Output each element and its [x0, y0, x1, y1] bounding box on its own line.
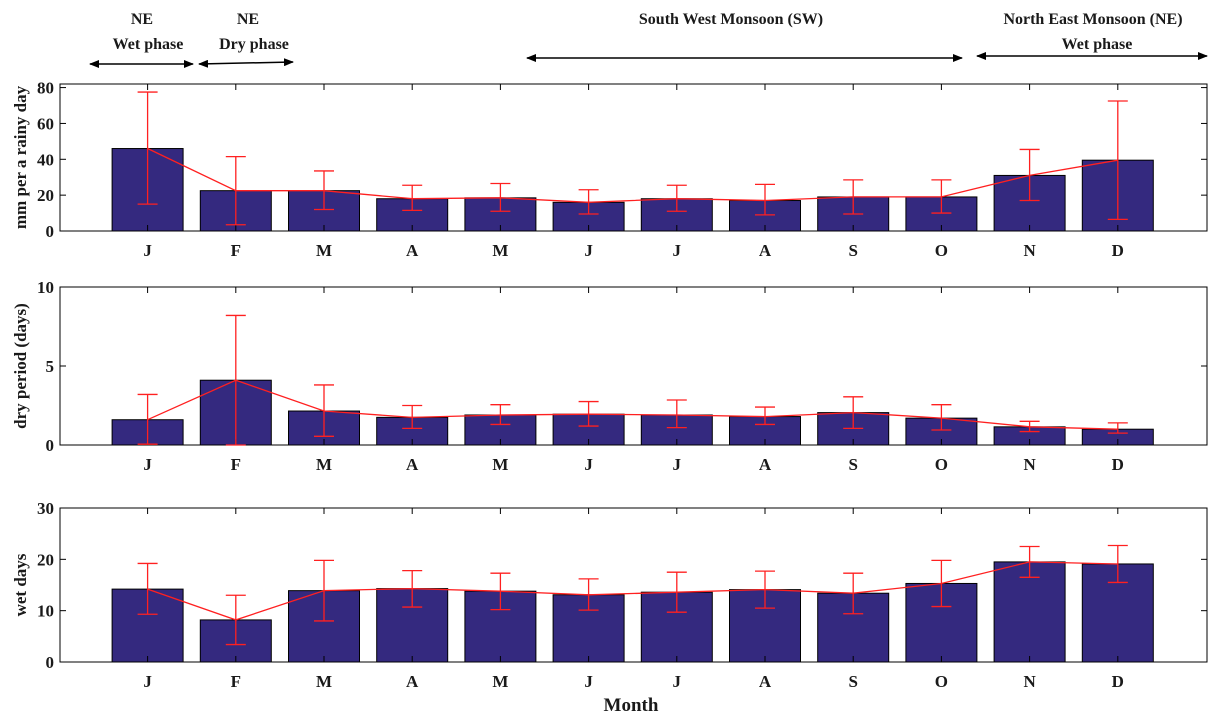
error-bar — [755, 406, 775, 426]
phase-ne-dry-line2: Dry phase — [219, 36, 289, 53]
x-tick-label: D — [1112, 672, 1124, 691]
x-tick-label: M — [492, 672, 508, 691]
y-tick-label: 20 — [37, 186, 54, 205]
x-tick-label: S — [848, 672, 857, 691]
y-axis-label: wet days — [11, 553, 30, 616]
phase-header: NE Wet phase NE Dry phase South West Mon… — [89, 11, 1208, 68]
axes-box — [59, 507, 1208, 663]
x-tick-label: A — [406, 455, 419, 474]
axes-box — [59, 83, 1208, 232]
y-tick-label: 5 — [46, 357, 55, 376]
x-tick-label: J — [584, 241, 593, 260]
x-tick-label: J — [673, 672, 682, 691]
x-tick-label: O — [935, 672, 948, 691]
bar — [993, 561, 1066, 663]
x-tick-label: M — [316, 672, 332, 691]
x-tick-label: F — [231, 672, 241, 691]
y-tick-label: 80 — [37, 79, 54, 98]
x-tick-label: A — [759, 455, 772, 474]
y-tick-label: 0 — [46, 436, 55, 455]
x-tick-label: J — [143, 672, 152, 691]
y-tick-label: 20 — [37, 550, 54, 569]
x-tick-label: O — [935, 455, 948, 474]
error-bar — [137, 562, 158, 615]
x-tick-label: F — [231, 455, 241, 474]
x-tick-label: J — [143, 241, 152, 260]
phase-ne-dry-arrow — [198, 58, 294, 68]
x-tick-label: J — [673, 455, 682, 474]
error-bar — [931, 404, 952, 431]
y-axis-label: dry period (days) — [11, 303, 30, 429]
y-tick-label: 10 — [37, 278, 54, 297]
y-tick-label: 10 — [37, 602, 54, 621]
x-tick-label: A — [759, 241, 772, 260]
x-tick-label: N — [1023, 455, 1036, 474]
mean-line — [147, 147, 1118, 203]
chart-panel-1: J F M A M J J A S O N D 0 20 40 60 80 mm per a rainy day — [11, 79, 1208, 260]
phase-ne-wet-line2: Wet phase — [113, 36, 184, 53]
phase-ne-dry-line1: NE — [237, 11, 259, 28]
x-tick-label: A — [759, 672, 772, 691]
error-bar — [666, 399, 687, 429]
error-bar — [1107, 422, 1128, 434]
x-tick-label: S — [848, 241, 857, 260]
error-bar — [137, 91, 158, 205]
x-tick-label: M — [492, 455, 508, 474]
x-tick-label: N — [1023, 241, 1036, 260]
x-axis-label: Month — [604, 695, 659, 716]
x-tick-label: N — [1023, 672, 1036, 691]
x-tick-label: J — [673, 241, 682, 260]
x-tick-label: M — [316, 455, 332, 474]
y-tick-label: 40 — [37, 150, 54, 169]
x-tick-label: A — [406, 672, 419, 691]
x-tick-label: A — [406, 241, 419, 260]
phase-ne-wet-line1: NE — [131, 11, 153, 28]
mean-line — [147, 561, 1118, 621]
bar — [288, 190, 360, 232]
phase-sw-label: South West Monsoon (SW) — [639, 11, 823, 28]
mean-line — [147, 379, 1118, 430]
x-tick-label: O — [935, 241, 948, 260]
x-tick-label: M — [492, 241, 508, 260]
y-tick-label: 60 — [37, 114, 54, 133]
error-bar — [1107, 100, 1128, 220]
y-tick-label: 0 — [46, 653, 55, 672]
chart-panel-2: J F M A M J J A S O N D 0 5 10 dry period (days) — [11, 278, 1208, 474]
chart-panel-3: J F M A M J J A S O N D 0 10 20 30 wet days — [11, 499, 1208, 691]
x-tick-label: S — [848, 455, 857, 474]
x-tick-label: F — [231, 241, 241, 260]
x-tick-label: M — [316, 241, 332, 260]
phase-ne-monsoon-line2: Wet phase — [1062, 36, 1133, 53]
x-tick-label: D — [1112, 241, 1124, 260]
phase-ne-monsoon-line1: North East Monsoon (NE) — [1003, 11, 1182, 28]
x-tick-label: J — [143, 455, 152, 474]
error-bar — [755, 183, 775, 216]
y-axis-label: mm per a rainy day — [11, 85, 30, 229]
error-bar — [402, 184, 423, 212]
y-tick-label: 0 — [46, 222, 55, 241]
x-tick-label: J — [584, 672, 593, 691]
x-tick-label: J — [584, 455, 593, 474]
x-tick-label: D — [1112, 455, 1124, 474]
y-tick-label: 30 — [37, 499, 54, 518]
